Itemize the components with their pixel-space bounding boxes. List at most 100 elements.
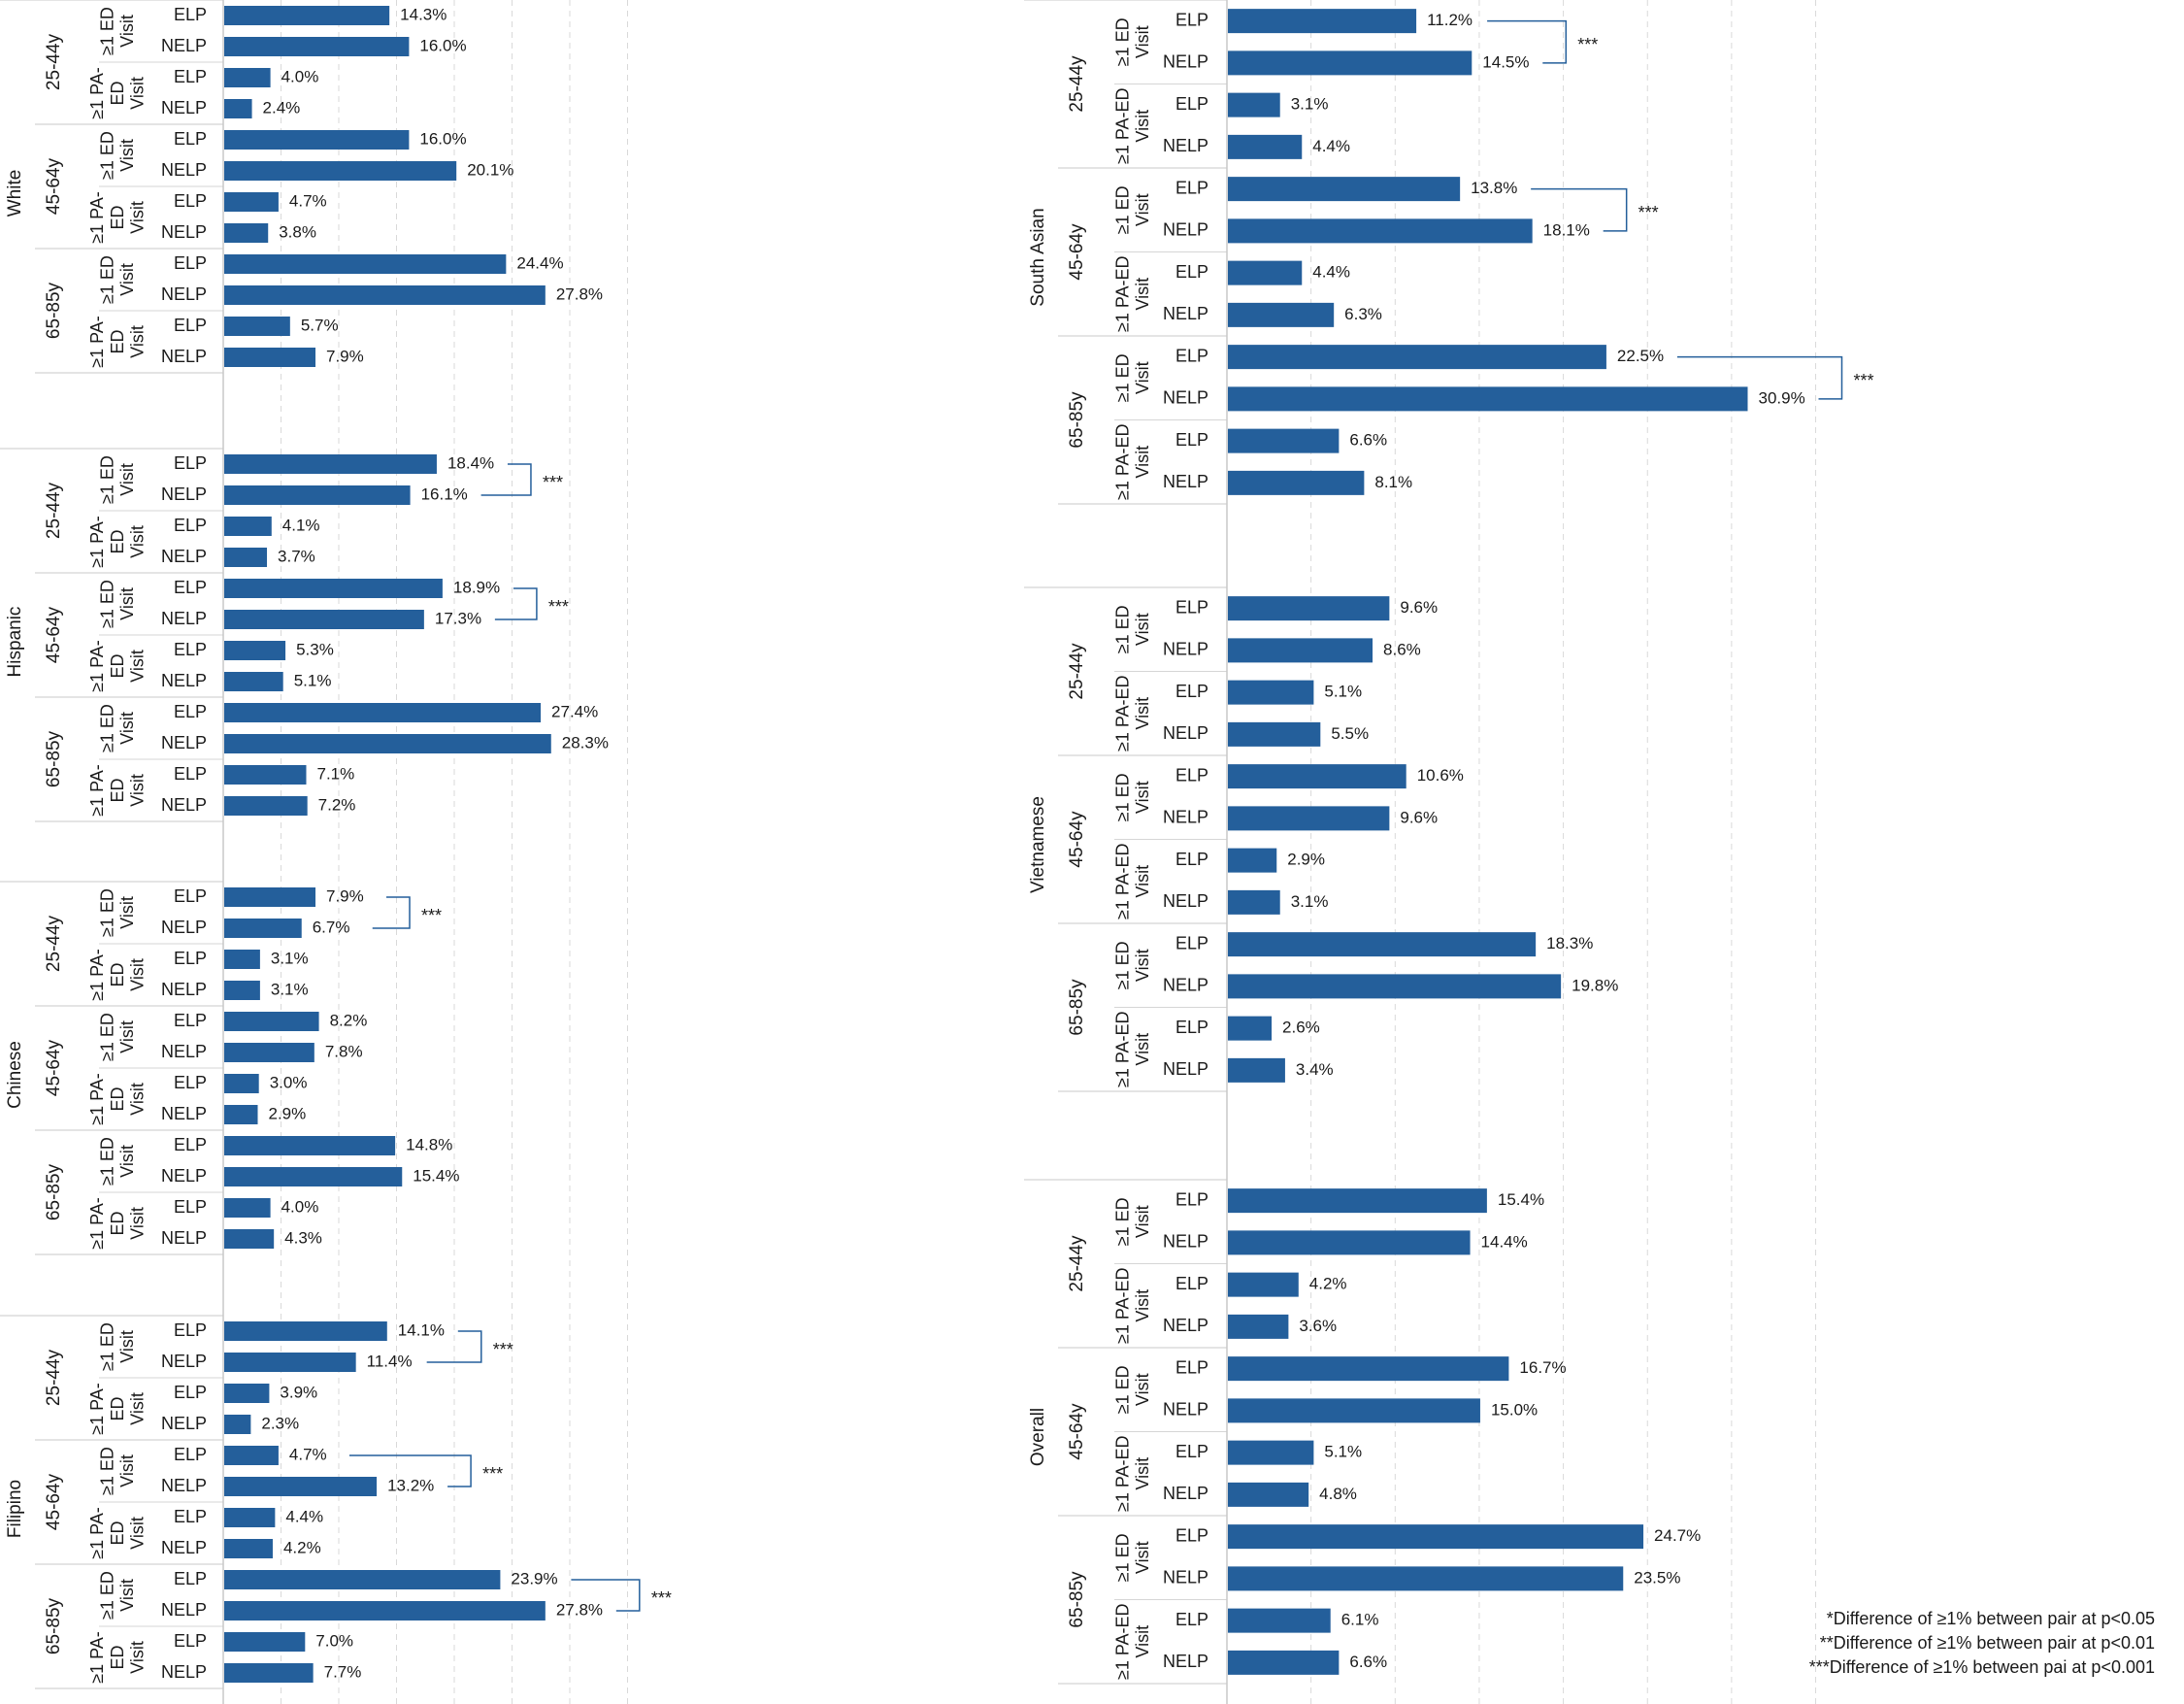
group-label-hispanic: Hispanic [5,607,25,678]
bar-white-65-85y-nelp [224,285,546,305]
data-label: 18.3% [1546,934,1593,952]
bar-overall-65-85y-elp [1228,1608,1331,1633]
measure-label: ≥1 PA- [87,1383,107,1435]
data-label: 27.4% [551,702,598,720]
data-label: 7.9% [326,347,364,365]
bar-filipino-25-44y-elp [224,1321,387,1341]
data-label: 8.6% [1383,640,1421,658]
data-label: 3.6% [1299,1317,1337,1335]
data-label: 23.5% [1634,1568,1680,1587]
bar-south-asian-25-44y-nelp [1228,50,1473,76]
age-label: 65-85y [1067,391,1087,449]
data-label: 3.1% [1291,892,1329,911]
data-label: 16.1% [421,484,468,503]
measure-label: ≥1 ED [1112,605,1132,653]
category-label-elp: ELP [1175,1442,1208,1461]
category-label-nelp: NELP [1163,304,1208,323]
category-label-elp: ELP [174,1383,207,1402]
category-label-nelp: NELP [161,733,207,752]
category-label-nelp: NELP [1163,891,1208,911]
bar-hispanic-45-64y-elp [224,641,286,660]
category-label-elp: ELP [1175,346,1208,365]
data-label: 6.7% [313,918,350,936]
measure-label: Visit [1133,781,1152,814]
category-label-nelp: NELP [161,547,207,566]
data-label: 15.4% [1498,1190,1544,1209]
measure-label: ≥1 PA-ED [1112,1011,1132,1087]
data-label: 6.6% [1349,431,1387,450]
measure-label: Visit [1133,110,1152,143]
bar-white-45-64y-elp [224,130,410,150]
measure-label: ≥1 ED [1112,185,1132,234]
measure-label: Visit [127,525,147,558]
category-label-elp: ELP [174,764,207,784]
bar-vietnamese-45-64y-nelp [1228,806,1390,831]
measure-label: Visit [127,77,147,110]
data-label: 18.9% [453,578,500,596]
data-label: 9.6% [1400,808,1438,826]
measure-label: Visit [117,1020,137,1053]
measure-label: Visit [117,463,137,496]
significance-marker: *** [493,1340,513,1359]
data-label: 5.1% [1324,1443,1362,1461]
data-label: 20.1% [467,160,513,179]
category-label-nelp: NELP [1163,472,1208,491]
bar-white-45-64y-nelp [224,223,269,243]
bar-vietnamese-65-85y-elp [1228,1016,1273,1041]
data-label: 4.2% [1309,1275,1347,1293]
bar-chinese-65-85y-nelp [224,1229,275,1249]
measure-label: ≥1 ED [97,1571,116,1620]
footnote-2: **Difference of ≥1% between pair at p<0.… [1819,1633,2155,1653]
data-label: 23.9% [511,1569,557,1587]
category-label-nelp: NELP [1163,1316,1208,1335]
category-label-nelp: NELP [161,1228,207,1248]
data-label: 28.3% [562,733,609,752]
measure-label: ED [108,653,127,678]
significance-bracket [494,587,538,620]
bar-filipino-65-85y-elp [224,1632,306,1652]
data-label: 14.8% [406,1135,452,1153]
measure-label: ≥1 ED [97,704,116,752]
measure-label: Visit [117,1145,137,1178]
bar-vietnamese-65-85y-nelp [1228,974,1562,999]
category-label-elp: ELP [1175,1525,1208,1545]
category-label-elp: ELP [174,702,207,721]
measure-label: Visit [1133,25,1152,58]
category-label-nelp: NELP [161,160,207,180]
category-label-elp: ELP [174,1569,207,1588]
group-label-chinese: Chinese [5,1041,25,1109]
category-label-elp: ELP [1175,765,1208,785]
bar-south-asian-45-64y-elp [1228,177,1461,202]
data-label: 15.0% [1491,1400,1538,1419]
bar-chinese-65-85y-elp [224,1198,271,1218]
measure-label: Visit [127,1641,147,1674]
data-label: 5.1% [1324,683,1362,701]
category-label-elp: ELP [174,516,207,535]
data-label: 3.1% [271,949,309,967]
category-label-elp: ELP [1175,10,1208,29]
category-label-elp: ELP [174,253,207,273]
footnote-1: *Difference of ≥1% between pair at p<0.0… [1826,1609,2155,1628]
bar-south-asian-65-85y-elp [1228,428,1340,453]
bar-filipino-65-85y-nelp [224,1601,546,1620]
data-label: 4.7% [289,1445,327,1463]
data-label: 7.0% [315,1631,353,1650]
age-label: 45-64y [44,1039,64,1096]
significance-bracket [1487,19,1568,64]
category-label-nelp: NELP [161,1538,207,1557]
measure-label: Visit [117,587,137,620]
measure-label: Visit [117,1454,137,1487]
bar-chinese-25-44y-elp [224,887,316,907]
measure-label: Visit [1133,361,1152,394]
measure-label: ≥1 ED [97,888,116,937]
bar-overall-25-44y-elp [1228,1188,1487,1214]
bar-vietnamese-65-85y-nelp [1228,1057,1285,1083]
category-label-nelp: NELP [161,36,207,55]
category-label-nelp: NELP [1163,976,1208,995]
bar-chinese-45-64y-nelp [224,1105,258,1124]
significance-marker: *** [482,1464,503,1484]
category-label-elp: ELP [1175,1357,1208,1377]
data-label: 6.6% [1349,1653,1387,1671]
data-label: 27.8% [556,284,603,303]
data-label: 3.0% [270,1073,308,1091]
